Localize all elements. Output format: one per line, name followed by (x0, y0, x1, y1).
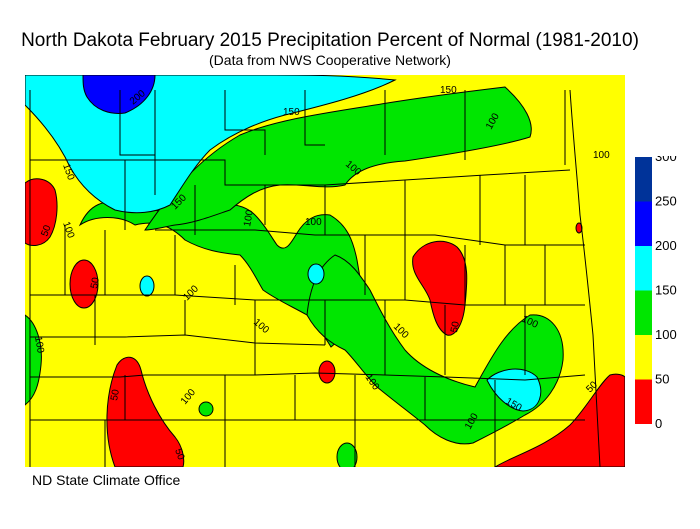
contour-label-100l: 100 (593, 150, 610, 161)
legend-swatch-50 (635, 335, 652, 380)
contour-label-150c: 150 (283, 107, 300, 118)
legend-label-200: 200 (655, 238, 677, 253)
legend-label-100: 100 (655, 327, 677, 342)
legend-swatch-200 (635, 201, 652, 246)
map-title: North Dakota February 2015 Precipitation… (21, 30, 639, 51)
contour-label-50e: 50 (449, 320, 462, 333)
green-region-north (144, 86, 532, 231)
contour-label-100c: 100 (242, 209, 256, 228)
contour-label-100d: 100 (305, 217, 322, 228)
green-region-sw-ring (198, 401, 214, 417)
red-region-west-blob (69, 259, 99, 309)
legend-label-250: 250 (655, 194, 677, 209)
map-subtitle: (Data from NWS Cooperative Network) (209, 52, 451, 68)
legend-swatch-250 (635, 157, 652, 202)
red-region-small-south (318, 360, 336, 384)
cyan-blob-west (139, 275, 155, 297)
blue-region-north (82, 75, 156, 114)
contour-label-50d: 50 (172, 447, 186, 462)
credit-text: ND State Climate Office (32, 472, 181, 488)
precipitation-map: 150 150 150 150 150 200 100 100 100 100 … (25, 75, 625, 467)
legend-label-50: 50 (655, 372, 669, 387)
legend-swatch-100 (635, 290, 652, 335)
contour-label-50a: 50 (39, 223, 53, 238)
color-legend: 0 50 100 150 200 250 300 (635, 156, 677, 431)
contour-label-50c: 50 (109, 388, 122, 401)
legend-label-150: 150 (655, 283, 677, 298)
red-region-east-central (412, 240, 468, 336)
contour-label-50b: 50 (89, 276, 102, 289)
contour-label-100m: 100 (32, 336, 46, 355)
red-region-southeast (494, 373, 625, 467)
green-region-south-blob (336, 442, 358, 467)
red-region-far-west (25, 178, 58, 246)
legend-swatch-150 (635, 246, 652, 291)
contour-label-150d: 150 (440, 85, 457, 96)
legend-label-300: 300 (655, 156, 677, 164)
legend-swatch-0 (635, 379, 652, 424)
legend-label-0: 0 (655, 416, 662, 431)
cyan-blob-central (307, 263, 325, 285)
county-boundaries (29, 89, 601, 467)
red-region-southwest (106, 356, 185, 467)
